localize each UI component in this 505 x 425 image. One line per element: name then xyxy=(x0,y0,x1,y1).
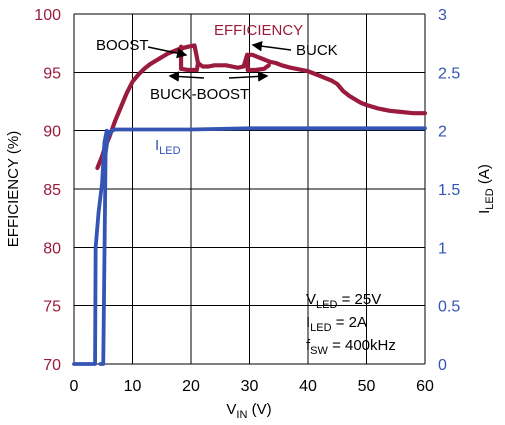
series-layer xyxy=(72,43,428,366)
x-axis-title-unit: (V) xyxy=(247,401,271,418)
iled-series-label-main: I xyxy=(155,137,159,154)
y-left-tick-label-1: 75 xyxy=(43,299,61,316)
efficiency-series-line-2 xyxy=(245,52,271,73)
x-axis-title: VIN (V) xyxy=(226,401,271,421)
condition-line-1-value: = 25V xyxy=(337,291,381,308)
boost-label: BOOST xyxy=(96,37,149,54)
x-tick-label-3: 30 xyxy=(241,378,259,395)
y-right-axis-title-sub: LED xyxy=(484,188,496,209)
tick-layer: 0 10 20 30 40 50 60 70 75 80 85 90 95 100 0 0.5 1 1.5 2 2.5… xyxy=(34,7,460,395)
y-left-tick-label-5: 95 xyxy=(43,65,61,82)
x-tick-label-5: 50 xyxy=(358,378,376,395)
x-axis-title-main: V xyxy=(226,401,236,418)
buck-arrow xyxy=(251,40,292,52)
x-tick-label-1: 10 xyxy=(124,378,142,395)
y-right-axis-title: ILED (A) xyxy=(476,164,496,214)
x-tick-label-0: 0 xyxy=(70,378,79,395)
iled-series-label-sub: LED xyxy=(159,145,180,157)
y-left-tick-label-3: 85 xyxy=(43,182,61,199)
y-right-tick-label-4: 2 xyxy=(438,124,447,141)
iled-series-label: ILED xyxy=(155,137,181,157)
efficiency-series-line-0 xyxy=(95,43,428,171)
y-left-axis-title-text: EFFICIENCY (%) xyxy=(5,131,22,247)
x-tick-label-2: 20 xyxy=(182,378,200,395)
y-right-tick-label-3: 1.5 xyxy=(438,182,460,199)
condition-line-2: ILED = 2A xyxy=(306,314,367,334)
y-right-axis-title-main: I xyxy=(476,210,493,214)
y-left-tick-label-4: 90 xyxy=(43,124,61,141)
buck-label: BUCK xyxy=(296,42,338,59)
y-left-tick-label-6: 100 xyxy=(34,7,61,24)
y-right-tick-label-5: 2.5 xyxy=(438,65,460,82)
condition-line-2-main: I xyxy=(306,314,310,331)
y-left-axis-title: EFFICIENCY (%) xyxy=(5,131,22,247)
iled-series-line-4 xyxy=(98,127,117,366)
x-tick-label-6: 60 xyxy=(416,378,434,395)
condition-line-3: fSW = 400kHz xyxy=(306,337,396,357)
y-right-tick-label-2: 1 xyxy=(438,240,447,257)
y-right-axis-title-unit: (A) xyxy=(476,164,493,188)
x-tick-label-4: 40 xyxy=(299,378,317,395)
y-right-tick-label-1: 0.5 xyxy=(438,299,460,316)
x-axis-title-sub: IN xyxy=(236,409,247,421)
condition-line-2-sub: LED xyxy=(310,322,331,334)
buck-boost-label: BUCK-BOOST xyxy=(150,86,249,103)
condition-line-2-value: = 2A xyxy=(332,314,367,331)
condition-line-3-value: = 400kHz xyxy=(328,337,396,354)
buck-boost-right-arrow xyxy=(228,71,269,82)
efficiency-series-line-1 xyxy=(178,44,201,73)
condition-line-3-main: f xyxy=(306,337,311,354)
efficiency-title-label: EFFICIENCY xyxy=(214,22,303,39)
condition-line-1: VLED = 25V xyxy=(306,291,381,311)
condition-line-3-sub: SW xyxy=(310,345,328,357)
y-left-tick-label-0: 70 xyxy=(43,357,61,374)
boost-arrow xyxy=(147,46,188,59)
y-right-tick-label-6: 3 xyxy=(438,7,447,24)
buck-boost-left-arrow xyxy=(168,71,205,82)
y-right-tick-label-0: 0 xyxy=(438,357,447,374)
y-left-tick-label-2: 80 xyxy=(43,240,61,257)
condition-line-1-main: V xyxy=(306,291,316,308)
condition-line-1-sub: LED xyxy=(316,299,337,311)
